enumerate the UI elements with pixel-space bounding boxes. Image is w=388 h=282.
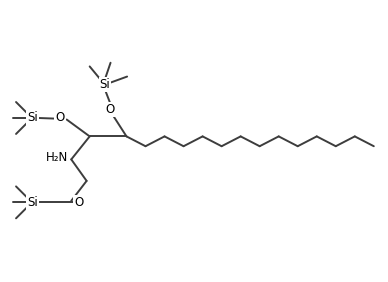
- Text: O: O: [55, 111, 64, 124]
- Text: Si: Si: [100, 78, 111, 91]
- Text: Si: Si: [28, 196, 38, 209]
- Text: O: O: [74, 196, 83, 209]
- Text: O: O: [106, 103, 115, 116]
- Text: Si: Si: [28, 111, 38, 124]
- Text: H₂N: H₂N: [46, 151, 69, 164]
